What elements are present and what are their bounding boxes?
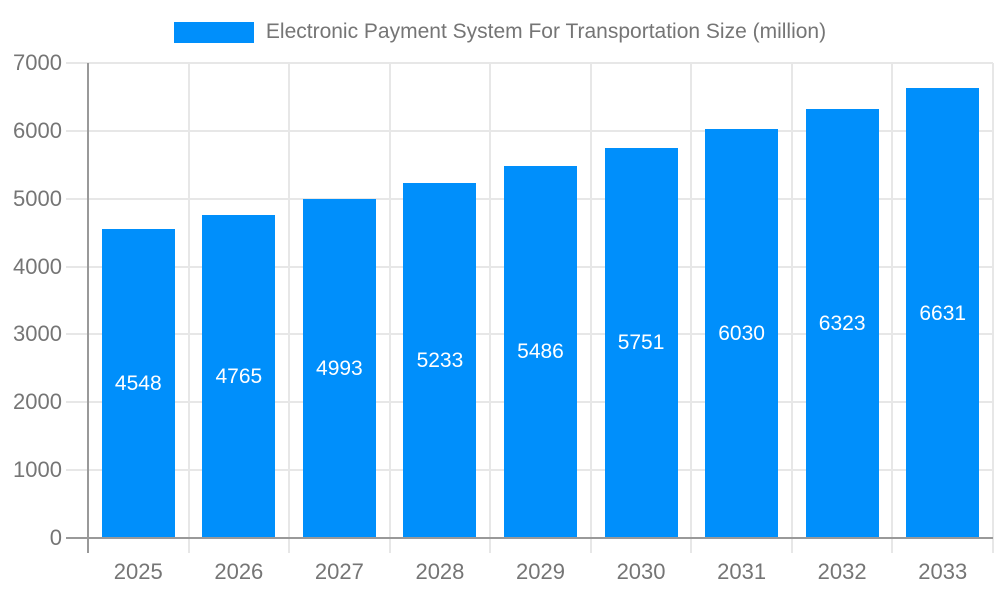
y-tick-label: 3000 [13, 321, 62, 347]
y-gridline [66, 129, 993, 132]
bar-value-label: 4765 [215, 364, 263, 388]
y-tick-label: 1000 [13, 457, 62, 483]
bar-value-label: 6030 [718, 321, 765, 345]
x-tick-label: 2029 [516, 559, 565, 584]
x-axis-line [66, 537, 993, 539]
bar[interactable]: 4548 [101, 229, 175, 538]
bar-value-label: 6631 [919, 301, 967, 325]
legend-label: Electronic Payment System For Transporta… [265, 20, 827, 44]
x-tick-label: 2027 [314, 559, 364, 584]
x-gridline [992, 63, 994, 553]
y-gridline [66, 62, 993, 64]
bar-value-label: 5486 [517, 340, 564, 364]
bar[interactable]: 6631 [906, 88, 980, 538]
x-tick-label: 2032 [817, 559, 867, 584]
bar-value-label: 5751 [617, 331, 665, 355]
x-gridline [388, 63, 391, 553]
y-tick-label: 2000 [13, 389, 62, 415]
legend-marker-icon [173, 21, 254, 43]
x-gridline [589, 63, 592, 553]
y-tick-label: 5000 [13, 185, 62, 211]
x-gridline [288, 63, 291, 553]
x-tick-label: 2028 [415, 559, 465, 584]
bar-value-label: 5233 [416, 348, 464, 372]
x-tick-label: 2033 [918, 559, 968, 584]
y-tick-label: 0 [49, 525, 62, 550]
bar[interactable]: 5486 [504, 165, 577, 538]
y-tick-label: 6000 [13, 117, 62, 143]
x-tick-label: 2025 [113, 559, 163, 584]
bar[interactable]: 6030 [705, 128, 779, 538]
bar[interactable]: 5233 [403, 182, 477, 538]
bar-value-label: 4993 [316, 357, 363, 381]
bar[interactable]: 4765 [202, 214, 276, 538]
bar-value-label: 6323 [818, 311, 866, 335]
x-gridline [891, 63, 894, 553]
x-gridline [187, 63, 190, 553]
plot-area: 0 1000 2000 3000 4000 5000 6000 7000 4548 4765 499… [13, 50, 994, 584]
x-tick-label: 2031 [717, 559, 767, 584]
bar[interactable]: 6323 [805, 108, 879, 538]
y-axis-line [87, 63, 89, 553]
y-tick-label: 4000 [13, 253, 62, 279]
y-tick-label: 7000 [13, 50, 62, 75]
bar[interactable]: 4993 [302, 199, 376, 538]
legend[interactable]: Electronic Payment System For Transporta… [0, 14, 1000, 50]
x-gridline [489, 63, 492, 553]
bar-value-label: 4548 [114, 372, 162, 396]
x-tick-label: 2026 [214, 559, 264, 584]
x-tick-label: 2030 [616, 559, 666, 584]
x-gridline [690, 63, 693, 553]
bar[interactable]: 5751 [604, 147, 678, 538]
x-gridline [790, 63, 793, 553]
